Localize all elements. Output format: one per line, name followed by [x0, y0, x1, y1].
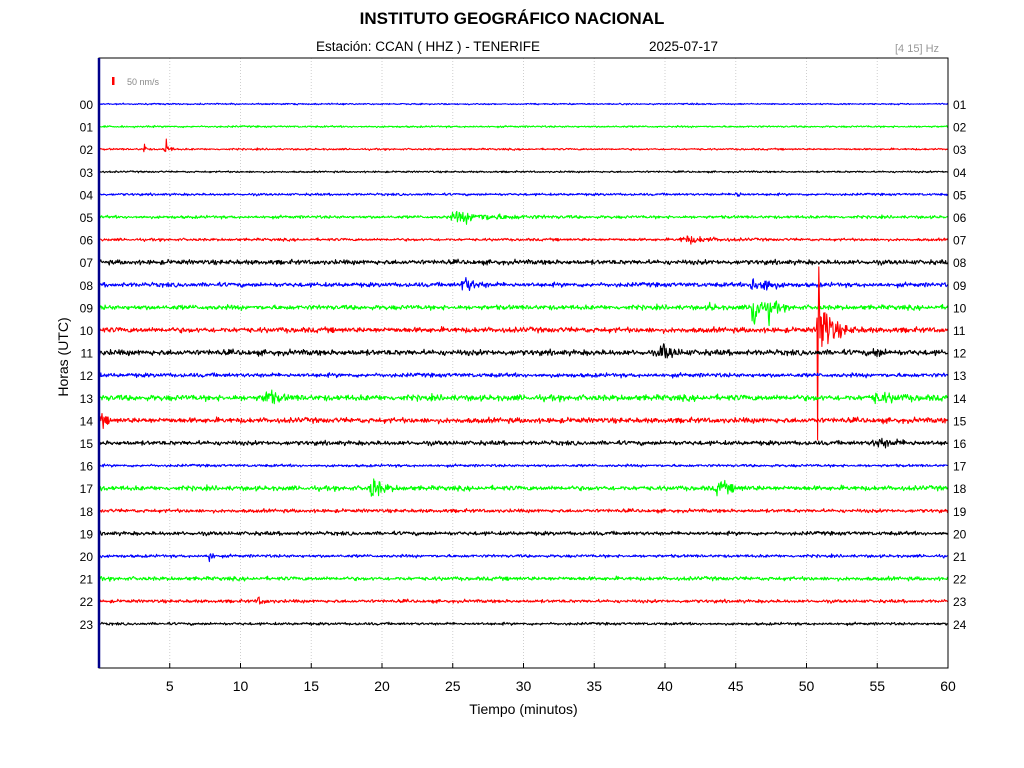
trace-line — [98, 553, 948, 563]
hour-label-right: 18 — [953, 482, 967, 496]
hour-label-left: 06 — [80, 234, 94, 248]
hour-label-right: 22 — [953, 573, 967, 587]
hour-label-left: 02 — [80, 143, 94, 157]
hour-label-right: 05 — [953, 188, 967, 202]
hour-label-left: 05 — [80, 211, 94, 225]
x-tick-label: 50 — [799, 678, 815, 694]
hour-label-left: 20 — [80, 550, 94, 564]
hour-label-right: 11 — [953, 324, 966, 338]
hour-label-right: 24 — [953, 618, 967, 632]
filter-band-label: [4 15] Hz — [895, 43, 940, 55]
x-tick-label: 60 — [940, 678, 956, 694]
hour-label-left: 16 — [80, 460, 94, 474]
hour-label-left: 17 — [80, 482, 94, 496]
x-tick-label: 45 — [728, 678, 744, 694]
hour-label-left: 10 — [80, 324, 94, 338]
x-tick-label: 15 — [303, 678, 319, 694]
trace-line — [98, 596, 949, 605]
trace-line — [98, 575, 949, 582]
trace-line — [98, 210, 949, 225]
hour-label-right: 04 — [953, 166, 967, 180]
hour-label-left: 11 — [81, 347, 94, 361]
hour-label-left: 15 — [80, 437, 94, 451]
trace-line — [98, 124, 949, 129]
trace-line — [98, 343, 949, 359]
x-tick-label: 30 — [516, 678, 532, 694]
hour-label-left: 21 — [80, 573, 94, 587]
hour-label-right: 15 — [953, 414, 967, 428]
y-axis-label: Horas (UTC) — [55, 317, 71, 396]
hour-label-right: 20 — [953, 527, 967, 541]
scale-bar-label: 50 nm/s — [127, 77, 160, 87]
hour-label-right: 21 — [953, 550, 967, 564]
trace-line — [98, 235, 949, 245]
scale-bar-mark — [112, 77, 115, 85]
hour-label-right: 23 — [953, 595, 967, 609]
traces — [98, 102, 949, 627]
trace-line — [98, 258, 949, 266]
hour-label-right: 16 — [953, 437, 967, 451]
hour-label-right: 02 — [953, 121, 967, 135]
hour-label-right: 19 — [953, 505, 967, 519]
trace-line — [98, 102, 949, 106]
x-tick-label: 55 — [869, 678, 885, 694]
hour-label-left: 01 — [80, 121, 94, 135]
hour-label-right: 17 — [953, 460, 967, 474]
trace-line — [98, 530, 949, 537]
axis-labels: 5 10 15 20 25 30 35 40 45 50 55 60 00 01 01 02 02 03 03 04 0… — [80, 98, 967, 694]
hour-label-left: 18 — [80, 505, 94, 519]
hour-label-left: 13 — [80, 392, 94, 406]
hour-label-left: 03 — [80, 166, 94, 180]
hour-label-right: 01 — [953, 98, 967, 112]
hour-label-right: 03 — [953, 143, 967, 157]
hour-label-right: 06 — [953, 211, 967, 225]
hour-label-left: 00 — [80, 98, 94, 112]
trace-line — [98, 478, 949, 497]
hour-label-left: 14 — [80, 414, 94, 428]
trace-line — [98, 412, 949, 430]
x-tick-label: 5 — [166, 678, 174, 694]
x-tick-label: 10 — [233, 678, 249, 694]
trace-line — [98, 389, 949, 405]
hour-label-right: 07 — [953, 234, 967, 248]
hour-label-left: 22 — [80, 595, 94, 609]
x-axis-label: Tiempo (minutos) — [469, 701, 577, 717]
hour-label-left: 08 — [80, 279, 94, 293]
trace-line — [98, 508, 949, 514]
x-tick-label: 35 — [586, 678, 602, 694]
hour-label-right: 10 — [953, 301, 967, 315]
trace-line — [98, 192, 949, 197]
page-title: INSTITUTO GEOGRÁFICO NACIONAL — [359, 9, 665, 28]
trace-line — [98, 170, 949, 174]
hour-label-right: 13 — [953, 369, 967, 383]
trace-line — [98, 372, 949, 379]
x-tick-label: 25 — [445, 678, 461, 694]
hour-label-left: 19 — [80, 527, 94, 541]
date-label: 2025-07-17 — [649, 39, 719, 54]
x-tick-label: 20 — [374, 678, 390, 694]
hour-label-left: 09 — [80, 301, 94, 315]
trace-line — [98, 138, 949, 153]
trace-line — [98, 300, 949, 327]
hour-label-left: 12 — [80, 369, 94, 383]
hour-label-left: 04 — [80, 188, 94, 202]
x-tick-label: 40 — [657, 678, 673, 694]
hour-label-right: 09 — [953, 279, 967, 293]
station-label: Estación: CCAN ( HHZ ) - TENERIFE — [316, 39, 541, 54]
trace-line — [98, 266, 949, 441]
trace-line — [98, 277, 949, 292]
trace-line — [98, 463, 949, 468]
hour-label-left: 23 — [80, 618, 94, 632]
trace-line — [98, 621, 949, 627]
hour-label-right: 14 — [953, 392, 967, 406]
trace-line — [98, 437, 949, 449]
hour-label-right: 12 — [953, 347, 967, 361]
hour-label-left: 07 — [80, 256, 94, 270]
hour-label-right: 08 — [953, 256, 967, 270]
scale-bar: 50 nm/s — [112, 77, 160, 87]
